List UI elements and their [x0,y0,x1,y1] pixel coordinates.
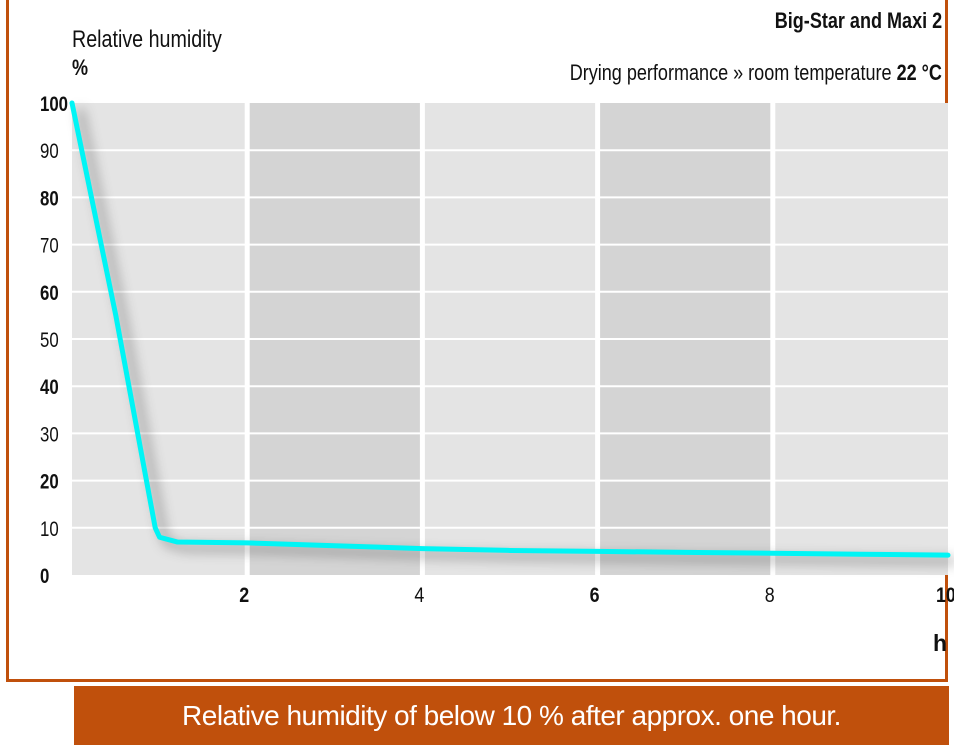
y-tick-label: 40 [40,377,59,400]
x-tick-label: 8 [765,584,775,608]
y-tick-label: 0 [40,565,49,588]
y-tick-label: 10 [40,518,59,541]
series-line-shadow [77,108,954,565]
footer-banner: Relative humidity of below 10 % after ap… [74,686,949,745]
subtitle-temperature: 22 °C [896,60,942,85]
y-tick-label: 30 [40,424,59,447]
y-tick-label: 20 [40,471,59,494]
y-tick-label: 70 [40,235,59,258]
x-tick-label: 4 [414,584,424,608]
x-axis-unit: h [932,630,947,656]
series-line [69,100,951,558]
y-axis-unit: % [72,55,89,80]
x-tick-label: 10 [936,584,954,608]
x-tick-label: 6 [590,584,600,608]
y-axis-label: Relative humidity [72,26,222,53]
y-tick-label: 100 [40,93,68,116]
x-tick-label: 2 [239,584,249,608]
y-tick-label: 90 [40,141,59,164]
chart-title: Big-Star and Maxi 2 [774,8,942,33]
y-tick-label: 60 [40,282,59,305]
subtitle-text: Drying performance » room temperature [569,60,897,85]
y-tick-label: 80 [40,188,59,211]
chart-subtitle: Drying performance » room temperature 22… [570,60,942,86]
y-tick-label: 50 [40,329,59,352]
